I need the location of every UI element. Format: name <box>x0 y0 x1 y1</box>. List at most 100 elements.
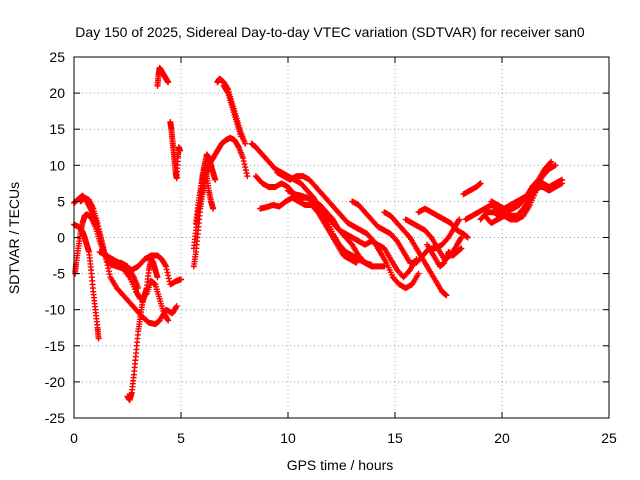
series-track-11 <box>192 162 217 227</box>
data-point <box>242 167 249 174</box>
data-point <box>455 217 462 224</box>
data-point <box>98 238 105 245</box>
data-point <box>176 147 183 154</box>
series-track-23 <box>424 241 465 270</box>
data-point <box>135 285 142 292</box>
data-point <box>173 303 180 310</box>
y-tick-labels: 25 20 15 10 5 0 -5 -10 -15 -20 -25 <box>45 49 65 426</box>
data-point <box>534 177 541 184</box>
data-point <box>106 271 113 278</box>
data-point <box>95 223 102 230</box>
data-point <box>405 233 412 240</box>
data-point <box>99 241 106 248</box>
data-point <box>165 272 172 279</box>
data-point <box>97 232 104 239</box>
data-point <box>244 173 251 180</box>
data-point <box>95 335 102 342</box>
series-track-28 <box>481 176 565 227</box>
data-point <box>212 176 219 183</box>
data-point <box>165 275 172 282</box>
y-tick-label: -5 <box>53 266 66 282</box>
data-point <box>95 226 102 233</box>
data-point <box>224 88 231 95</box>
data-point <box>237 133 244 140</box>
axis-ticks <box>73 56 610 419</box>
data-point <box>457 235 464 242</box>
data-point <box>235 143 242 150</box>
data-point <box>104 262 111 269</box>
data-point <box>163 266 170 273</box>
data-point <box>162 262 169 269</box>
y-tick-label: 25 <box>49 49 65 65</box>
data-point <box>164 316 171 323</box>
data-point <box>313 208 320 215</box>
series-track-24 <box>460 180 484 198</box>
data-point <box>427 233 434 240</box>
data-point <box>105 268 112 275</box>
chart-title: Day 150 of 2025, Sidereal Day-to-day VTE… <box>75 24 585 40</box>
data-point <box>243 170 250 177</box>
data-point <box>328 215 335 222</box>
data-point <box>165 317 172 324</box>
series-track-06 <box>124 256 161 403</box>
x-tick-label: 15 <box>387 430 403 446</box>
data-point <box>368 261 375 268</box>
data-point <box>381 263 388 270</box>
x-tick-label: 25 <box>601 430 617 446</box>
data-point <box>241 161 248 168</box>
data-point <box>164 269 171 276</box>
data-point <box>393 236 400 243</box>
series-track-05 <box>96 248 184 288</box>
data-point <box>165 79 172 86</box>
data-point <box>415 270 422 277</box>
y-tick-label: 20 <box>49 85 65 101</box>
data-point <box>242 140 249 147</box>
data-point <box>548 158 555 165</box>
data-point <box>173 304 180 311</box>
series-track-07 <box>154 64 172 89</box>
data-point <box>103 259 110 266</box>
data-point <box>105 265 112 272</box>
y-tick-label: -10 <box>45 302 65 318</box>
x-tick-label: 5 <box>177 430 185 446</box>
y-tick-label: 15 <box>49 121 65 137</box>
data-point <box>405 268 412 275</box>
series-track-13 <box>220 82 244 140</box>
data-point <box>100 244 107 251</box>
y-tick-label: -25 <box>45 410 65 426</box>
data-point <box>154 274 161 281</box>
x-tick-labels: 0 5 10 15 20 25 <box>70 430 617 446</box>
series-track-08 <box>167 118 183 182</box>
data-point <box>558 176 565 183</box>
data-point <box>464 234 471 241</box>
x-tick-label: 0 <box>70 430 78 446</box>
data-point <box>240 158 247 165</box>
data-point <box>98 235 105 242</box>
data-point <box>348 240 355 247</box>
series-track-16 <box>257 194 360 266</box>
data-point <box>353 259 360 266</box>
data-point <box>444 235 451 242</box>
data-point <box>443 292 450 299</box>
data-point <box>547 159 554 166</box>
data-point <box>96 229 103 236</box>
data-point <box>94 220 101 227</box>
data-point <box>477 180 484 187</box>
series-track-18 <box>285 187 420 281</box>
series-track-19 <box>349 198 463 266</box>
data-point <box>552 162 559 169</box>
x-tick-label: 10 <box>280 430 296 446</box>
data-point <box>163 263 170 270</box>
data-point <box>210 205 217 212</box>
y-tick-label: 5 <box>57 193 65 209</box>
y-tick-label: 0 <box>57 230 65 246</box>
y-tick-label: 10 <box>49 157 65 173</box>
data-point <box>242 164 249 171</box>
data-marks <box>71 64 565 403</box>
data-point <box>178 276 184 283</box>
data-point <box>240 155 247 162</box>
y-tick-label: -15 <box>45 338 65 354</box>
x-axis-label: GPS time / hours <box>287 457 394 473</box>
